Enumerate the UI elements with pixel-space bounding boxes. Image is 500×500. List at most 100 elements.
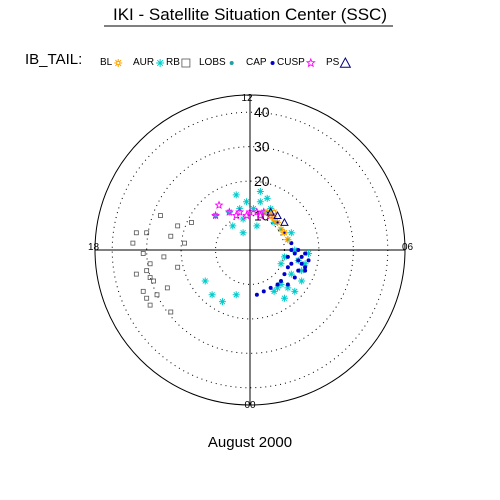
cap-point (261, 289, 266, 294)
cap-point (299, 261, 304, 266)
aur-point (225, 208, 233, 216)
cap-point (299, 254, 304, 259)
aur-point (284, 236, 292, 244)
angle-label-right: 06 (402, 242, 414, 253)
aur-point (243, 198, 251, 206)
cap-point (282, 272, 287, 277)
bl-point (280, 229, 288, 237)
legend-item-bl: BL (100, 57, 123, 68)
legend-item-aur: AUR (133, 57, 165, 68)
aur-point (263, 194, 271, 202)
aur-point (287, 270, 295, 278)
aur-point (298, 277, 306, 285)
legend-label: PS (326, 57, 340, 68)
cusp-point (245, 207, 255, 216)
aur-point (291, 287, 299, 295)
rb-point (140, 251, 146, 256)
rb-point (189, 220, 194, 225)
aur-point (232, 291, 240, 299)
rb-point (154, 292, 160, 298)
aur-point (256, 187, 264, 195)
cap-point (296, 268, 301, 273)
series-cusp (211, 200, 276, 220)
legend-label: CUSP (277, 57, 305, 68)
cap-point (303, 265, 308, 270)
aur-point (277, 225, 285, 233)
cap-point (289, 261, 294, 266)
rb-point (144, 230, 150, 236)
aur-point (232, 191, 240, 199)
legend-marker-bl-center (116, 60, 121, 66)
chart-title: IKI - Satellite Situation Center (SSC) (113, 5, 387, 24)
data-points (130, 187, 313, 315)
rb-point (147, 302, 153, 308)
ring-label-40: 40 (254, 104, 270, 120)
cap-point (303, 251, 308, 256)
aur-point (284, 284, 292, 292)
rb-point (175, 223, 181, 229)
aur-point (249, 205, 257, 213)
series-aur (201, 187, 313, 306)
aur-point (291, 246, 299, 254)
rb-point (182, 240, 187, 246)
cusp-point (242, 210, 252, 220)
legend-marker-lobs (229, 61, 234, 65)
aur-point (305, 249, 313, 257)
legend-marker-cusp (305, 57, 316, 68)
aur-point (212, 212, 220, 220)
cap-point (268, 285, 273, 290)
aur-point (280, 294, 288, 302)
cap-point (285, 265, 290, 270)
aur-point (229, 222, 237, 230)
cusp-point (255, 210, 265, 220)
legend-label: RB (166, 57, 180, 68)
legend-item-rb: RB (166, 57, 191, 68)
rb-point (133, 271, 139, 277)
rb-point (130, 240, 136, 246)
cusp-point (211, 210, 221, 220)
legend-prefix: IB_TAIL: (25, 51, 82, 68)
cusp-point (214, 200, 224, 210)
cap-point (306, 258, 311, 263)
legend-item-cusp: CUSP (277, 57, 316, 68)
legend: BL AUR RB LOBS CAP CUSP PS (100, 56, 352, 68)
bl-point-center (278, 227, 284, 232)
aur-point (218, 298, 226, 306)
legend-item-lobs: LOBS (199, 57, 234, 68)
cap-point (303, 268, 308, 273)
angle-label-left: 18 (88, 242, 100, 253)
rb-point (168, 309, 174, 315)
legend-item-ps: PS (326, 56, 352, 68)
aur-point (208, 291, 216, 299)
cap-point (254, 292, 259, 297)
legend-marker-aur (156, 59, 165, 67)
legend-label: CAP (246, 57, 267, 68)
aur-point (201, 277, 209, 285)
rb-point (158, 213, 163, 218)
aur-point (298, 267, 306, 275)
cap-point (275, 282, 280, 287)
ring-label-30: 30 (254, 139, 270, 155)
chart-caption: August 2000 (208, 434, 292, 451)
aur-point (256, 198, 264, 206)
rb-point (144, 295, 150, 301)
rb-point (144, 268, 150, 274)
cap-point (279, 279, 283, 283)
cusp-point (231, 210, 241, 220)
aur-point (277, 260, 285, 268)
aur-point (239, 229, 247, 237)
legend-item-cap: CAP (246, 57, 275, 68)
aur-point (253, 222, 261, 230)
angle-label-top: 12 (241, 93, 253, 104)
bl-point-center (282, 230, 287, 235)
rb-point (147, 275, 153, 280)
legend-label: AUR (133, 57, 154, 68)
angle-label-bottom: 00 (244, 400, 256, 411)
cusp-point (224, 207, 234, 216)
series-rb (130, 213, 194, 315)
rb-point (164, 285, 170, 291)
aur-point (277, 280, 285, 288)
legend-marker-ps (339, 56, 352, 68)
rb-point (151, 278, 156, 284)
